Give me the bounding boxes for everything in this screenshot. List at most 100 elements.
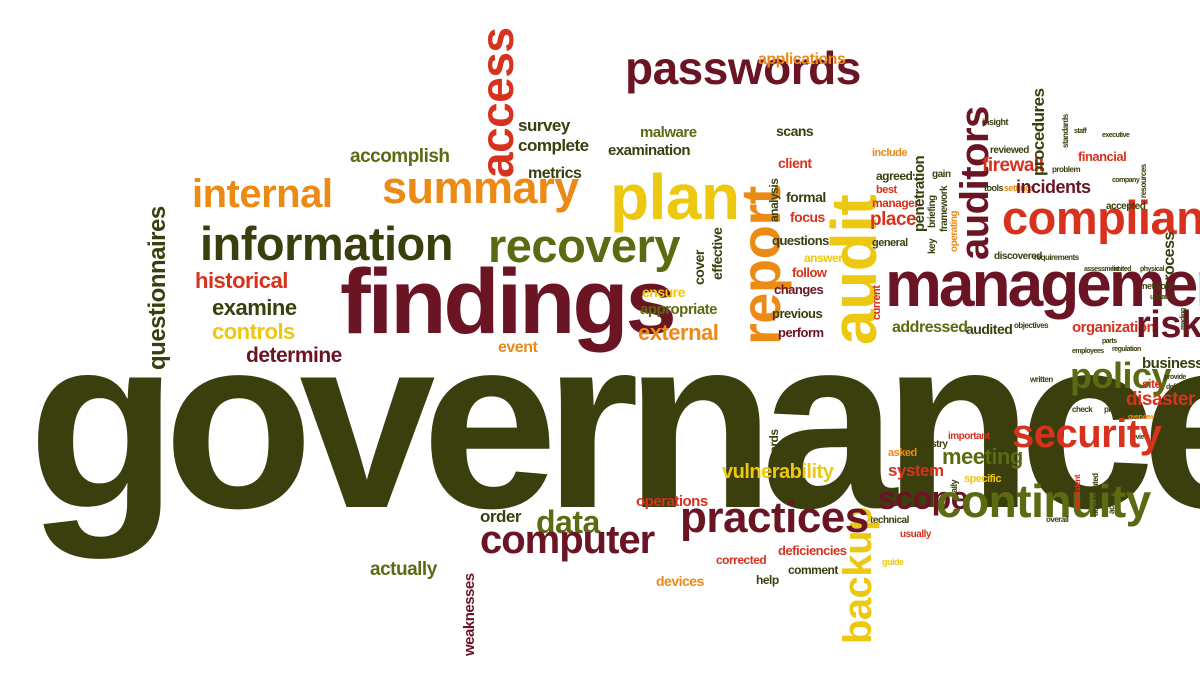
word-examine: examine <box>212 295 297 320</box>
word-industry: industry <box>912 439 948 450</box>
word-best: best <box>876 184 897 196</box>
word-limited: limited <box>1112 266 1132 273</box>
word-continuity: continuity <box>936 475 1151 527</box>
word-survey: survey <box>518 116 570 135</box>
word-check: check <box>1072 405 1093 414</box>
word-appropriate: appropriate <box>640 301 718 318</box>
word-access: access <box>471 27 523 179</box>
word-settings: settings <box>1004 183 1035 193</box>
word-penetration: penetration <box>911 155 928 232</box>
word-insight: insight <box>982 117 1009 127</box>
word-analysis: analysis <box>767 178 781 222</box>
word-comment: comment <box>788 563 838 577</box>
word-briefing: briefing <box>927 195 938 228</box>
word-standards: standards <box>1061 114 1070 148</box>
word-questionnaires: questionnaires <box>144 206 171 370</box>
word-compliance: compliance <box>1002 191 1200 244</box>
word-applications: applications <box>758 51 846 68</box>
word-practices: practices <box>680 493 869 542</box>
word-guide: guide <box>882 557 904 567</box>
word-financial: financial <box>1078 149 1127 164</box>
word-external: external <box>638 320 719 345</box>
word-historical: historical <box>195 268 288 293</box>
word-recovery: recovery <box>488 219 681 272</box>
word-technical: technical <box>870 515 909 526</box>
word-questions: questions <box>772 233 829 248</box>
word-staff: staff <box>1074 128 1087 135</box>
word-regulation: regulation <box>1112 346 1141 353</box>
word-accomplish: accomplish <box>350 146 450 167</box>
word-answers: answers <box>804 251 849 265</box>
word-formal: formal <box>786 189 826 205</box>
word-network: network <box>1142 281 1174 291</box>
word-gain: gain <box>932 169 951 180</box>
word-reviewed: reviewed <box>990 145 1029 156</box>
word-corrected: corrected <box>716 553 767 567</box>
word-changes: changes <box>774 282 824 297</box>
word-review: review <box>1130 434 1149 441</box>
word-complete: complete <box>518 136 589 155</box>
word-updated: updated <box>1150 294 1174 301</box>
word-defined: defined <box>1166 384 1188 391</box>
word-physical: physical <box>1140 266 1165 273</box>
word-actually: actually <box>370 559 437 580</box>
word-information: information <box>200 217 453 270</box>
word-system: system <box>888 461 944 480</box>
word-malware: malware <box>640 124 697 141</box>
word-event: event <box>498 339 538 356</box>
word-incidents: incidents <box>1016 177 1091 197</box>
word-provide: provide <box>1164 374 1186 381</box>
word-effective: effective <box>709 227 725 280</box>
word-determine: determine <box>246 344 342 367</box>
word-audited: audited <box>966 321 1013 337</box>
word-governance: governance <box>28 285 1200 559</box>
word-objectives: objectives <box>1014 321 1049 330</box>
word-weaknesses: weaknesses <box>461 573 478 656</box>
word-passwords: passwords <box>625 42 861 94</box>
word-general: general <box>872 237 908 249</box>
word-vulnerability: vulnerability <box>722 461 834 483</box>
word-help: help <box>756 573 779 587</box>
word-overview: overview <box>1128 414 1154 421</box>
word-ensure: ensure <box>642 284 685 300</box>
word-firewall: firewall <box>982 155 1044 176</box>
word-cover: cover <box>691 250 707 285</box>
word-plan: plan <box>610 161 740 233</box>
word-follow: follow <box>792 265 827 280</box>
word-summary: summary <box>382 162 579 213</box>
word-consistent: consistent <box>1073 474 1082 510</box>
word-employees: employees <box>1072 348 1104 355</box>
word-current: current <box>871 285 883 320</box>
word-specific: specific <box>964 473 1001 485</box>
word-procedures: procedures <box>1029 88 1048 176</box>
word-reading: reading <box>1180 308 1187 330</box>
word-asked: asked <box>888 447 917 459</box>
word-discovered: discovered <box>994 251 1042 262</box>
word-requirements: requirements <box>1034 253 1079 262</box>
word-deficiencies: deficiencies <box>778 543 847 558</box>
word-disaster: disaster <box>1126 389 1195 410</box>
word-client: client <box>778 155 812 171</box>
word-policy: policy <box>1070 355 1172 396</box>
word-operations: operations <box>636 493 708 510</box>
word-accepted: accepted <box>1106 201 1146 212</box>
word-company: company <box>1112 177 1140 184</box>
word-scope: scope <box>878 480 968 516</box>
word-site: site <box>1142 377 1161 391</box>
word-computer: computer <box>480 518 655 562</box>
word-security: security <box>1012 412 1162 456</box>
word-written: written <box>1030 375 1053 384</box>
word-controls: controls <box>212 319 295 344</box>
word-privacy: privacy <box>1104 405 1129 414</box>
word-meeting: meeting <box>942 444 1023 469</box>
word-previous: previous <box>772 306 823 321</box>
word-manager: manager <box>872 196 919 210</box>
word-executive: executive <box>1102 132 1130 139</box>
word-devices: devices <box>656 573 704 589</box>
word-addressed: addressed <box>892 319 968 336</box>
word-data: data <box>536 504 600 540</box>
word-agreed: agreed <box>876 169 913 183</box>
word-management: management <box>885 248 1200 320</box>
word-risk: risk <box>1136 304 1200 346</box>
